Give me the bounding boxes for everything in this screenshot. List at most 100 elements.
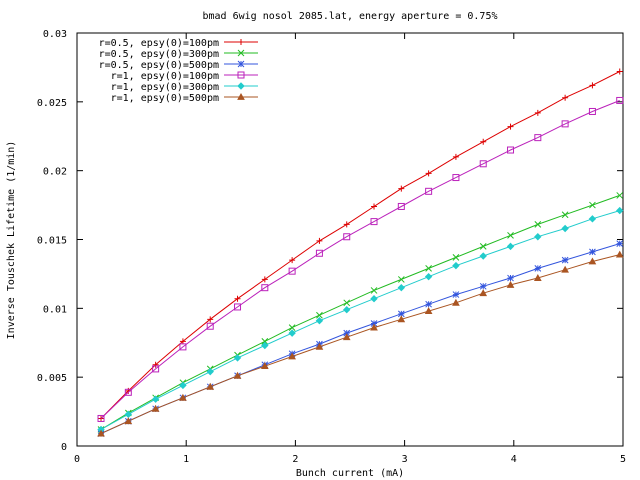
- data-point: [615, 250, 624, 258]
- axis-ticks: 0 1 2 3 4 5 0 0.005 0.01 0.015 0.02 0.025 0.03: [37, 29, 626, 465]
- y-tick-label: 0.015: [37, 236, 67, 247]
- series-5: [97, 206, 624, 434]
- data-point: [507, 146, 515, 154]
- data-point: [233, 371, 242, 379]
- y-tick-label: 0: [61, 442, 67, 453]
- data-point: [343, 233, 351, 241]
- y-tick-label: 0.01: [43, 304, 67, 315]
- data-point: [424, 272, 433, 281]
- data-point: [561, 224, 569, 233]
- data-point: [370, 320, 378, 327]
- legend-label: r=1, epsy(0)=300pm: [111, 82, 219, 93]
- data-point: [260, 362, 269, 370]
- series-6: [97, 250, 624, 437]
- legend-label: r=1, epsy(0)=500pm: [111, 93, 219, 104]
- data-point: [479, 252, 487, 260]
- data-point: [397, 310, 405, 318]
- series-layer: [97, 68, 624, 437]
- data-point: [616, 206, 624, 215]
- data-point: [397, 202, 405, 210]
- data-point: [424, 307, 433, 314]
- data-point: [506, 280, 515, 288]
- data-point: [534, 233, 542, 241]
- data-point: [397, 315, 406, 323]
- series-line: [100, 71, 620, 419]
- data-point: [315, 249, 323, 257]
- data-point: [507, 232, 514, 239]
- data-point: [370, 218, 378, 226]
- data-point: [370, 294, 378, 303]
- x-tick-label: 0: [74, 454, 80, 465]
- data-point: [589, 82, 596, 89]
- data-point: [97, 429, 105, 437]
- data-point: [179, 381, 187, 390]
- legend-label: r=0.5, epsy(0)=100pm: [99, 38, 219, 49]
- data-point: [507, 274, 514, 282]
- x-tick-label: 1: [183, 454, 189, 465]
- data-point: [534, 134, 542, 142]
- data-point: [234, 303, 242, 311]
- data-point: [289, 257, 296, 264]
- x-tick-label: 2: [292, 454, 298, 465]
- data-point: [342, 333, 351, 341]
- data-point: [261, 276, 268, 283]
- series-line: [100, 194, 620, 430]
- data-point: [343, 329, 351, 337]
- x-axis-label: Bunch current (mA): [296, 468, 404, 479]
- data-point: [479, 243, 487, 250]
- data-point: [425, 265, 432, 272]
- data-point: [343, 299, 351, 307]
- data-point: [561, 265, 569, 273]
- data-point: [425, 170, 432, 177]
- legend-label: r=0.5, epsy(0)=500pm: [99, 60, 219, 71]
- data-point: [534, 265, 542, 272]
- data-point: [452, 261, 460, 270]
- x-tick-label: 5: [620, 454, 626, 465]
- data-point: [616, 192, 624, 199]
- data-point: [151, 395, 160, 403]
- y-tick-label: 0.025: [37, 98, 67, 109]
- data-point: [206, 382, 215, 390]
- data-point: [288, 329, 296, 337]
- data-point: [507, 123, 514, 130]
- data-point: [124, 388, 132, 396]
- y-axis-label: Inverse Touschek Lifetime (1/min): [6, 141, 17, 340]
- data-point: [97, 414, 105, 422]
- data-point: [370, 323, 378, 331]
- data-point: [534, 109, 541, 116]
- series-4: [97, 96, 624, 422]
- x-tick-label: 4: [511, 454, 517, 465]
- legend-marker: [237, 60, 245, 68]
- data-point: [371, 203, 378, 210]
- data-point: [179, 343, 187, 351]
- data-point: [152, 365, 160, 373]
- y-tick-label: 0.005: [37, 373, 67, 384]
- series-2: [97, 192, 624, 433]
- series-3: [97, 240, 624, 437]
- data-point: [124, 417, 133, 425]
- data-point: [288, 352, 296, 360]
- series-line: [100, 210, 620, 430]
- legend-marker: [237, 71, 245, 79]
- data-point: [316, 237, 323, 244]
- data-point: [397, 283, 406, 292]
- data-point: [151, 404, 160, 412]
- data-point: [616, 68, 623, 75]
- data-point: [479, 289, 488, 297]
- data-point: [589, 201, 596, 209]
- legend-marker: [237, 49, 245, 57]
- data-point: [261, 338, 269, 345]
- chart-title: bmad 6wig nosol 2085.lat, energy apertur…: [202, 11, 497, 22]
- data-point: [533, 274, 542, 281]
- data-point: [370, 287, 378, 294]
- data-point: [233, 354, 242, 362]
- legend-label: r=1, epsy(0)=100pm: [111, 71, 219, 82]
- legend-label: r=0.5, epsy(0)=300pm: [99, 49, 219, 60]
- data-point: [343, 221, 350, 228]
- data-point: [343, 306, 351, 314]
- data-point: [452, 174, 460, 182]
- data-point: [480, 138, 487, 145]
- data-point: [534, 221, 542, 228]
